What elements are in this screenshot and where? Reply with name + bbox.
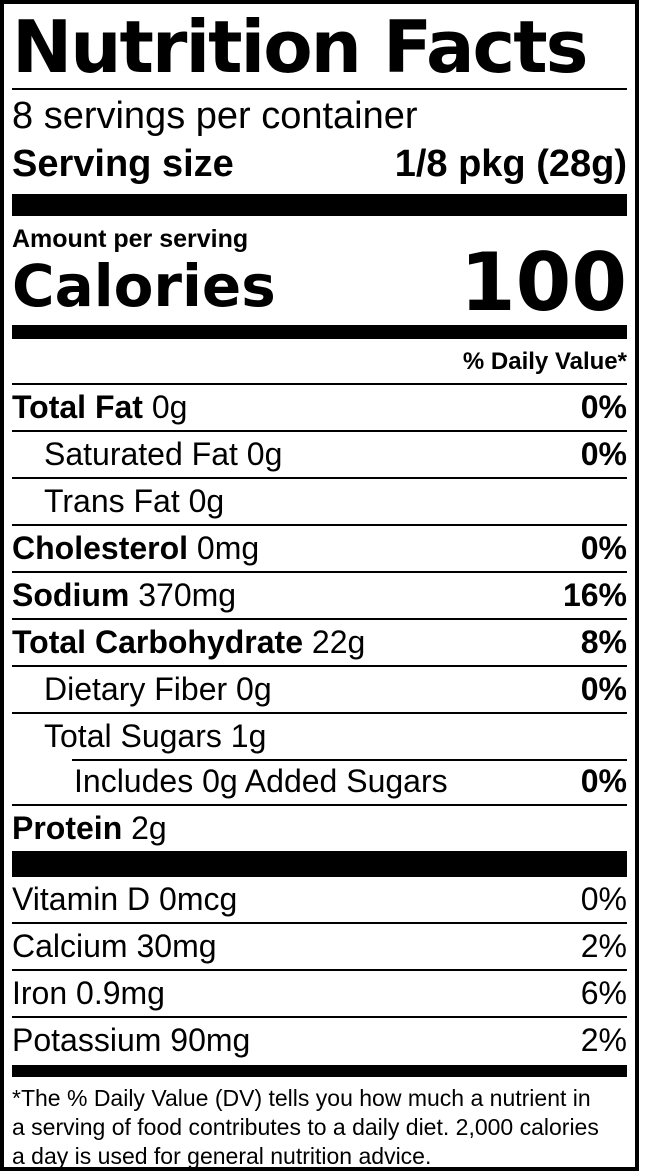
nutrient-amount: 1g (221, 718, 267, 754)
calories-row: Calories 100 (12, 236, 627, 329)
divider-bar-thick (12, 194, 627, 216)
servings-per-container: 8 servings per container (12, 95, 418, 137)
nutrient-text: Iron 0.9mg (12, 975, 165, 1012)
nutrient-amount: 22g (303, 624, 366, 660)
nutrient-amount: 0.9mg (67, 975, 165, 1011)
nutrient-text: Saturated Fat 0g (44, 436, 282, 473)
nutrient-dv: 0% (580, 530, 627, 566)
nutrient-text: Vitamin D 0mcg (12, 881, 237, 918)
nutrient-amount: 0g (142, 389, 188, 425)
nutrient-name: Cholesterol (12, 530, 189, 566)
nutrient-row: Includes 0g Added Sugars 0% (12, 759, 627, 806)
nutrient-row: Calcium 30mg 2% (12, 924, 627, 971)
nutrient-row: Saturated Fat 0g 0% (12, 432, 627, 479)
divider-bar-thin (12, 1065, 627, 1077)
nutrient-name: Trans Fat (44, 483, 180, 519)
divider-bar-medium (12, 325, 627, 339)
daily-value-header: % Daily Value* (12, 339, 627, 385)
amount-per-serving-label: Amount per serving (12, 225, 249, 253)
nutrient-row: Cholesterol 0mg 0% (12, 526, 627, 573)
serving-size-value: 1/8 pkg (28g) (394, 143, 627, 185)
nutrient-row: Total Fat 0g 0% (12, 385, 627, 432)
nutrient-amount: 0g (237, 436, 283, 472)
nutrient-name: Potassium (12, 1022, 162, 1058)
nutrient-name: Total Fat (12, 389, 143, 425)
footnote: *The % Daily Value (DV) tells you how mu… (12, 1077, 627, 1171)
nutrient-amount: 90mg (161, 1022, 251, 1058)
nutrient-dv: 0% (580, 763, 627, 799)
nutrient-amount: 30mg (127, 928, 217, 964)
nutrient-name: Iron (12, 975, 68, 1011)
nutrient-text: Protein 2g (12, 810, 167, 847)
nutrient-text: Includes 0g Added Sugars (74, 763, 448, 800)
footnote-line: a day is used for general nutrition advi… (12, 1143, 432, 1169)
nutrient-row: Total Sugars 1g (12, 714, 627, 759)
micronutrients-section: Vitamin D 0mcg 0% Calcium 30mg 2% Iron 0.9mg… (12, 877, 627, 1063)
label-title: Nutrition Facts (12, 5, 589, 89)
nutrient-name: Total Sugars (44, 718, 222, 754)
nutrient-dv: 16% (562, 577, 627, 613)
nutrient-name: Protein (12, 810, 123, 846)
nutrient-text: Dietary Fiber 0g (44, 671, 272, 708)
nutrient-name: Calcium (12, 928, 128, 964)
nutrient-name: Saturated Fat (44, 436, 238, 472)
nutrient-row: Sodium 370mg 16% (12, 573, 627, 620)
nutrient-row: Protein 2g (12, 806, 627, 851)
nutrient-amount: 0g (179, 483, 225, 519)
nutrient-text: Trans Fat 0g (44, 483, 224, 520)
nutrient-text: Potassium 90mg (12, 1022, 250, 1059)
footnote-line: *The % Daily Value (DV) tells you how mu… (12, 1085, 591, 1111)
nutrient-amount: 0g (227, 671, 272, 707)
nutrient-dv: 2% (580, 928, 627, 964)
nutrient-row: Iron 0.9mg 6% (12, 971, 627, 1018)
nutrient-row: Total Carbohydrate 22g 8% (12, 620, 627, 667)
nutrient-row: Dietary Fiber 0g 0% (12, 667, 627, 714)
nutrient-text: Total Carbohydrate 22g (12, 624, 365, 661)
nutrient-row: Trans Fat 0g (12, 479, 627, 526)
nutrient-text: Cholesterol 0mg (12, 530, 259, 567)
nutrient-name: Total Carbohydrate (12, 624, 303, 660)
title-divider (12, 88, 627, 90)
nutrient-dv: 0% (580, 881, 627, 917)
nutrient-row: Potassium 90mg 2% (12, 1018, 627, 1063)
nutrient-dv: 2% (580, 1022, 627, 1058)
footnote-line: a serving of food contributes to a daily… (12, 1114, 599, 1140)
nutrient-text: Total Sugars 1g (44, 718, 266, 755)
nutrients-section: Total Fat 0g 0% Saturated Fat 0g 0% Trans Fa… (12, 385, 627, 851)
nutrient-dv: 6% (580, 975, 627, 1011)
nutrient-dv: 0% (580, 436, 627, 472)
nutrient-amount: 2g (122, 810, 167, 846)
nutrient-name: Sodium (12, 577, 130, 613)
calories-value: 100 (460, 236, 627, 329)
nutrient-text: Sodium 370mg (12, 577, 236, 614)
nutrient-dv: 8% (580, 624, 627, 660)
serving-size-row: Serving size 1/8 pkg (28g) (12, 140, 627, 188)
nutrient-amount: 370mg (129, 577, 237, 613)
nutrient-text: Total Fat 0g (12, 389, 187, 426)
nutrient-amount: 0mg (188, 530, 260, 566)
nutrient-name: Dietary Fiber (44, 671, 228, 707)
nutrient-name: Includes 0g Added Sugars (74, 763, 448, 799)
nutrient-row: Vitamin D 0mcg 0% (12, 877, 627, 924)
nutrient-amount: 0mcg (150, 881, 238, 917)
divider-bar-thick (12, 851, 627, 877)
nutrient-dv: 0% (580, 671, 627, 707)
nutrient-name: Vitamin D (12, 881, 151, 917)
nutrient-text: Calcium 30mg (12, 928, 217, 965)
calories-label: Calories (12, 252, 276, 320)
serving-size-label: Serving size (12, 143, 234, 185)
nutrient-dv: 0% (580, 389, 627, 425)
